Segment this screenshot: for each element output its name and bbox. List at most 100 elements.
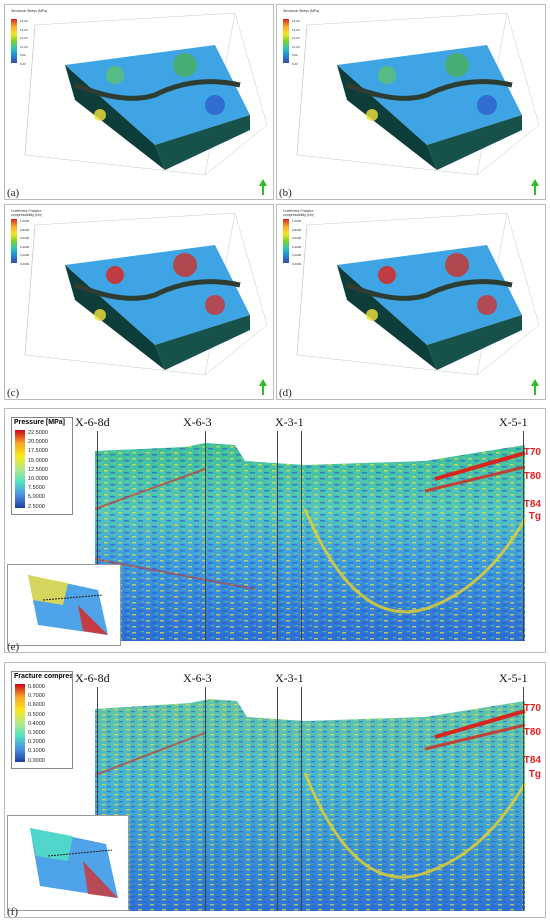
legend-tick: 1.0000 bbox=[292, 219, 302, 223]
legend-tick: 0.8000 bbox=[292, 227, 302, 232]
legend-tick: 0.0000 bbox=[28, 757, 45, 764]
legend-tick: 16.00 bbox=[292, 19, 300, 23]
inset-map-e bbox=[7, 564, 121, 646]
well-line-x-6-3 bbox=[205, 687, 206, 911]
panel-label-f: (f) bbox=[7, 906, 18, 918]
horizon-label-t70: T70 bbox=[523, 447, 541, 458]
well-line-x-5-1 bbox=[523, 431, 524, 641]
legend-tick: 6.00 bbox=[292, 61, 298, 66]
well-label-x-5-1: X-5-1 bbox=[499, 415, 528, 429]
legend-colorbar bbox=[11, 19, 17, 63]
legend-0: Structural Stress (MPa) 16.00 14.00 12.00 10… bbox=[11, 9, 51, 66]
well-label-x-3-1: X-3-1 bbox=[275, 671, 304, 685]
legend-tick: 0.7000 bbox=[28, 693, 45, 700]
inset-map-f bbox=[7, 815, 129, 911]
north-arrow-icon bbox=[259, 379, 267, 395]
well-label-x-6-8d: X-6-8d bbox=[75, 415, 110, 429]
well-label-x-6-8d: X-6-8d bbox=[75, 671, 110, 685]
legend-title-f: Fracture compres bbox=[14, 673, 72, 680]
legend-tick: 0.3000 bbox=[28, 730, 45, 736]
block-model-3 bbox=[296, 212, 540, 376]
legend-tick: 0.2000 bbox=[28, 739, 45, 746]
legend-tick: 1.0000 bbox=[20, 219, 30, 223]
legend-tick: 0.4000 bbox=[20, 244, 30, 249]
legend-tick: 17.5000 bbox=[28, 448, 48, 455]
legend-title: Coefficient Fracture compressibility (l/… bbox=[283, 209, 314, 217]
block-panel-c: Coefficient Fracture compressibility (l/… bbox=[4, 204, 274, 400]
well-label-x-6-3: X-6-3 bbox=[183, 415, 212, 429]
legend-tick: 6.00 bbox=[20, 61, 26, 66]
well-line-x-3-1b bbox=[301, 431, 302, 641]
seismic-section-f bbox=[94, 699, 527, 911]
legend-tick: 0.1000 bbox=[28, 748, 45, 755]
legend-tick: 15.0000 bbox=[28, 457, 48, 464]
legend-tick: 0.2000 bbox=[20, 253, 30, 257]
well-line-x-6-3 bbox=[205, 431, 206, 641]
legend-tick: 8.00 bbox=[20, 53, 26, 57]
well-label-x-5-1: X-5-1 bbox=[499, 671, 528, 685]
seismic-section-e bbox=[94, 443, 527, 641]
block-panel-b: Structural Stress (MPa) 16.00 14.00 12.00 10… bbox=[276, 4, 546, 200]
block-model-2 bbox=[24, 212, 268, 376]
legend-tick: 0.4000 bbox=[292, 244, 302, 249]
block-model-1 bbox=[296, 12, 540, 176]
legend-3: Coefficient Fracture compressibility (l/… bbox=[283, 209, 323, 266]
legend-tick: 0.0000 bbox=[292, 261, 302, 266]
legend-box-e: Pressure [MPa] 22.5000 20.0000 17.5000 15.0… bbox=[11, 417, 73, 515]
legend-tick: 10.00 bbox=[20, 44, 28, 49]
horizon-label-tg: Tg bbox=[528, 511, 541, 522]
legend-box-f: Fracture compres 0.8000 0.7000 0.6000 0.500… bbox=[11, 671, 73, 769]
well-line-x-3-1a bbox=[277, 687, 278, 911]
legend-tick: 14.00 bbox=[20, 27, 28, 32]
legend-tick: 12.00 bbox=[20, 36, 28, 40]
horizon-label-t84: T84 bbox=[523, 755, 541, 766]
well-line-x-6-8d bbox=[97, 687, 98, 911]
north-arrow-icon bbox=[259, 179, 267, 195]
legend-tick: 0.6000 bbox=[20, 236, 30, 240]
well-line-x-6-8d bbox=[97, 431, 98, 641]
legend-colorbar bbox=[283, 19, 289, 63]
legend-title: Structural Stress (MPa) bbox=[11, 9, 48, 13]
panel-label: (b) bbox=[279, 187, 292, 199]
legend-tick: 10.0000 bbox=[28, 476, 48, 482]
well-label-x-6-3: X-6-3 bbox=[183, 671, 212, 685]
legend-tick: 10.00 bbox=[292, 44, 300, 49]
legend-colorbar-e bbox=[15, 430, 25, 508]
well-line-x-3-1a bbox=[277, 431, 278, 641]
legend-tick: 20.0000 bbox=[28, 439, 48, 446]
north-arrow-icon bbox=[531, 379, 539, 395]
legend-tick: 0.5000 bbox=[28, 711, 45, 718]
well-label-x-3-1: X-3-1 bbox=[275, 415, 304, 429]
legend-2: Coefficient Fracture compressibility (l/… bbox=[11, 209, 51, 266]
legend-tick: 0.0000 bbox=[20, 261, 30, 266]
legend-tick: 0.8000 bbox=[28, 684, 45, 690]
block-panel-d: Coefficient Fracture compressibility (l/… bbox=[276, 204, 546, 400]
legend-tick: 16.00 bbox=[20, 19, 28, 23]
section-panel-f: X-6-8d X-6-3 X-3-1 X-5-1 T70 T80 T84 Tg … bbox=[4, 662, 546, 918]
legend-tick: 7.5000 bbox=[28, 485, 45, 492]
legend-colorbar-f bbox=[15, 684, 25, 762]
legend-tick: 0.6000 bbox=[292, 236, 302, 240]
horizon-label-tg: Tg bbox=[528, 769, 541, 780]
legend-tick: 5.0000 bbox=[28, 494, 45, 501]
horizon-label-t80: T80 bbox=[523, 471, 541, 482]
legend-tick: 12.00 bbox=[292, 36, 300, 40]
legend-title: Coefficient Fracture compressibility (l/… bbox=[11, 209, 42, 217]
well-line-x-3-1b bbox=[301, 687, 302, 911]
section-panel-e: X-6-8d X-6-3 X-3-1 X-5-1 T bbox=[4, 408, 546, 653]
horizon-label-t84: T84 bbox=[523, 499, 541, 510]
horizon-label-t80: T80 bbox=[523, 727, 541, 738]
legend-title-e: Pressure [MPa] bbox=[14, 419, 65, 426]
legend-tick: 12.5000 bbox=[28, 466, 48, 473]
block-model-0 bbox=[24, 12, 268, 176]
legend-tick: 2.5000 bbox=[28, 503, 45, 510]
legend-tick: 8.00 bbox=[292, 53, 298, 57]
panel-label-e: (e) bbox=[7, 641, 20, 653]
horizon-label-t70: T70 bbox=[523, 703, 541, 714]
legend-tick: 0.6000 bbox=[28, 702, 45, 709]
legend-1: Structural Stress (MPa) 16.00 14.00 12.00 10… bbox=[283, 9, 323, 66]
legend-colorbar bbox=[283, 219, 289, 263]
well-line-x-5-1 bbox=[523, 687, 524, 911]
legend-tick: 0.2000 bbox=[292, 253, 302, 257]
legend-tick: 22.5000 bbox=[28, 430, 48, 436]
